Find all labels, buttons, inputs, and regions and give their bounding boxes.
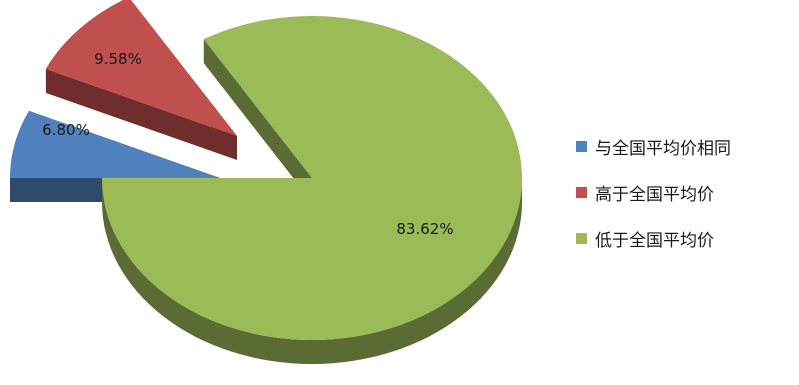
legend-label-lower: 低于全国平均价 [595, 230, 714, 251]
pie-tops [10, 0, 522, 341]
legend-item-same: 与全国平均价相同 [576, 136, 731, 159]
pie-slice-lower [102, 15, 522, 341]
legend-item-lower: 低于全国平均价 [576, 228, 731, 251]
legend-item-higher: 高于全国平均价 [576, 182, 731, 205]
pie-slice-same [10, 110, 220, 178]
data-label-lower: 83.62% [396, 220, 453, 238]
legend: 与全国平均价相同 高于全国平均价 低于全国平均价 [576, 136, 731, 274]
legend-swatch-higher [576, 186, 587, 198]
data-label-same: 6.80% [42, 121, 90, 139]
pie-data-labels: 6.80% 9.58% 83.62% [42, 50, 453, 238]
legend-label-same: 与全国平均价相同 [595, 138, 731, 159]
data-label-higher: 9.58% [94, 50, 142, 68]
legend-swatch-same [576, 140, 587, 152]
legend-label-higher: 高于全国平均价 [595, 184, 714, 205]
pie-slice-higher [45, 0, 237, 136]
pie-edge-lower-0 [203, 39, 312, 203]
pie-edge-higher-0 [45, 68, 237, 160]
legend-swatch-lower [576, 232, 587, 244]
